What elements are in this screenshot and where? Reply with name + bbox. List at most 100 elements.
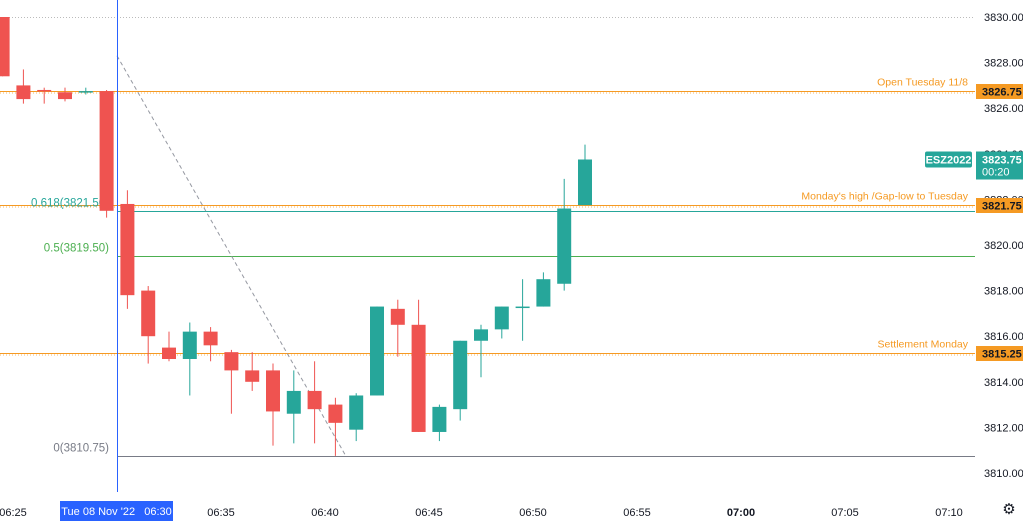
candle	[120, 190, 135, 309]
candle-body	[578, 159, 592, 206]
candle	[557, 178, 572, 291]
candle	[58, 87, 72, 102]
x-tick-label: 07:00	[727, 507, 755, 519]
fib-label: 0(3810.75)	[53, 443, 109, 455]
candle-body	[432, 406, 447, 432]
candle	[182, 322, 197, 396]
candle	[370, 306, 384, 396]
candle	[349, 393, 364, 442]
price-badge	[976, 198, 1023, 213]
candle-body	[99, 91, 114, 211]
candle	[515, 279, 530, 341]
candle-body	[266, 370, 280, 412]
y-tick-label: 3810.00	[984, 468, 1023, 480]
candle	[245, 352, 260, 391]
y-tick-label: 3814.00	[984, 377, 1023, 389]
candle	[266, 363, 280, 446]
x-tick-label: 07:05	[831, 507, 859, 519]
x-tick-label: 06:55	[623, 507, 651, 519]
candle-body	[494, 306, 509, 330]
candle-body	[58, 92, 72, 100]
candle-body	[349, 395, 364, 430]
candle-body	[141, 290, 156, 337]
symbol-badge-text: ESZ2022	[926, 155, 972, 167]
candle-body	[390, 308, 405, 325]
candle-body	[328, 404, 343, 423]
y-tick-label: 3826.00	[984, 103, 1023, 115]
y-tick-label: 3828.00	[984, 58, 1023, 70]
time-axis: 06:25 06:35 06:40 06:45 06:50 06:55 07:00 07:05…	[0, 507, 963, 519]
candle	[0, 17, 10, 77]
candle	[328, 397, 343, 456]
candle-body	[120, 203, 135, 296]
symbol-badge	[925, 151, 972, 168]
candle	[536, 272, 551, 307]
candle-body	[78, 91, 93, 93]
level-label: Open Tuesday 11/8	[877, 77, 968, 89]
level-label: Monday's high /Gap-low to Tuesday	[801, 191, 968, 203]
candle-body	[307, 390, 322, 410]
candle	[99, 89, 114, 218]
y-tick-label: 3820.00	[984, 240, 1023, 252]
candle	[37, 87, 52, 104]
candle-body	[286, 390, 301, 414]
candle	[224, 349, 239, 414]
level-label: Settlement Monday	[878, 339, 969, 351]
candle	[390, 299, 405, 357]
fib-label: 0.618(3821.50)	[31, 198, 109, 210]
candle-body	[245, 370, 260, 382]
candle-body	[515, 306, 530, 309]
price-badge-text: 3815.25	[982, 349, 1022, 361]
price-badge	[976, 346, 1023, 361]
gear-icon[interactable]: ⚙	[1002, 501, 1016, 518]
candle	[411, 299, 426, 432]
candle	[203, 327, 218, 362]
candle	[286, 370, 301, 444]
candle-body	[16, 85, 31, 100]
candles-layer	[0, 17, 592, 456]
candle-body	[474, 329, 488, 341]
fib-layer: 0.618(3821.50) 0.5(3819.50) 0(3810.75)	[31, 198, 975, 457]
crosshair-label-bg	[60, 501, 173, 521]
candle	[453, 340, 468, 421]
candle	[16, 69, 31, 104]
candle	[78, 87, 93, 95]
current-price-badge	[976, 151, 1023, 180]
candle	[474, 324, 488, 378]
candle	[494, 306, 509, 339]
x-tick-label: 06:40	[311, 507, 339, 519]
candle-body	[411, 324, 426, 432]
x-tick-label: 06:25	[0, 507, 27, 519]
candle-body	[536, 279, 551, 307]
y-tick-label: 3816.00	[984, 331, 1023, 343]
price-badge	[976, 84, 1023, 99]
candle-body	[557, 208, 572, 284]
price-badge-text: 3821.75	[982, 201, 1022, 213]
crosshair-label: Tue 08 Nov '22 06:30	[61, 506, 172, 518]
candle	[432, 404, 447, 442]
candle-body	[203, 331, 218, 346]
current-price-text: 3823.75	[982, 155, 1022, 167]
candle	[141, 286, 156, 364]
x-tick-label: 06:45	[415, 507, 443, 519]
candle-body	[370, 306, 384, 396]
x-tick-label: 06:35	[207, 507, 235, 519]
y-tick-label: 3818.00	[984, 286, 1023, 298]
candle-body	[0, 17, 10, 77]
fib-label: 0.5(3819.50)	[44, 243, 109, 255]
x-tick-label: 06:50	[519, 507, 547, 519]
candle-body	[182, 331, 197, 359]
candle	[307, 361, 322, 444]
countdown-text: 00:20	[982, 167, 1010, 179]
price-badge-text: 3826.75	[982, 87, 1022, 99]
x-tick-label: 07:10	[935, 507, 963, 519]
crosshair-layer: Tue 08 Nov '22 06:30	[60, 0, 173, 521]
candle	[578, 144, 592, 206]
y-tick-label: 3812.00	[984, 422, 1023, 434]
price-axis: 3810.00 3812.00 3814.00 3816.00 3818.00 3820.…	[984, 12, 1023, 480]
candle-body	[453, 340, 468, 410]
candle-body	[162, 347, 176, 359]
